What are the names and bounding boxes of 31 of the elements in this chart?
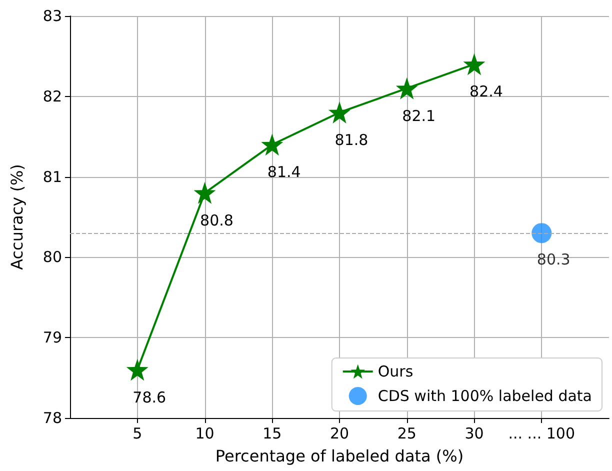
x-tick-label: 10 (195, 424, 214, 442)
point (328, 101, 350, 124)
data-label: 78.6 (132, 388, 166, 406)
point (532, 223, 552, 244)
point (396, 77, 418, 100)
y-tick-label: 80 (42, 248, 62, 266)
y-axis-title: Accuracy (%) (8, 164, 26, 270)
legend-label: CDS with 100% labeled data (378, 387, 592, 405)
point (126, 358, 148, 381)
x-axis-title: Percentage of labeled data (%) (215, 446, 464, 466)
data-label: 82.4 (470, 82, 503, 101)
x-tick-label: 25 (397, 424, 416, 442)
x-tick-label: ... ... 100 (508, 424, 576, 442)
data-label: 80.8 (200, 211, 234, 230)
data-label: 81.8 (334, 130, 368, 149)
point (194, 182, 216, 204)
x-tick-label: 20 (330, 424, 350, 442)
x-tick-label: 5 (132, 424, 142, 442)
data-label: 82.1 (402, 106, 436, 125)
point (261, 134, 284, 156)
y-tick-label: 79 (42, 328, 62, 347)
data-label: 81.4 (267, 163, 301, 182)
y-tick-label: 78 (42, 409, 62, 427)
x-tick-label: 15 (262, 424, 282, 442)
point (463, 53, 486, 76)
x-tick-label: 30 (464, 424, 484, 442)
y-tick-label: 83 (42, 7, 62, 25)
y-tick-label: 82 (42, 87, 62, 106)
legend-label: Ours (378, 362, 414, 380)
data-label: 80.3 (536, 250, 570, 269)
y-tick-label: 81 (42, 168, 62, 186)
